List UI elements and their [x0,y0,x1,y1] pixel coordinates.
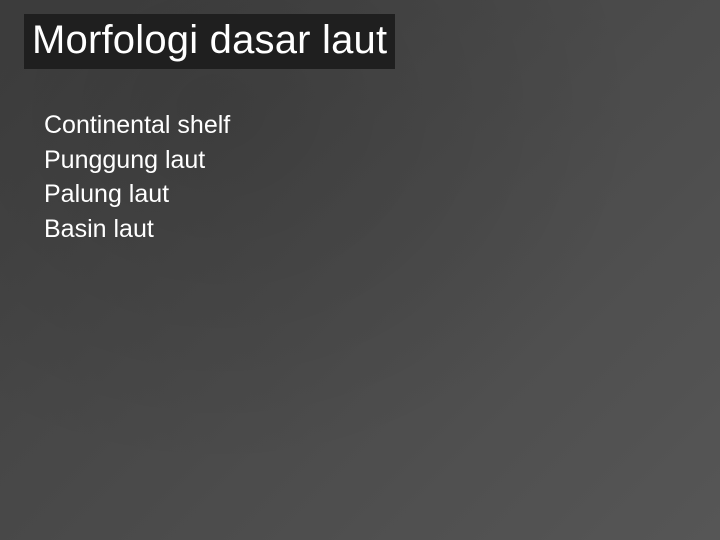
list-item: Basin laut [44,212,676,247]
title-container: Morfologi dasar laut [24,14,696,69]
slide: Morfologi dasar laut Continental shelf P… [0,0,720,540]
list-item: Palung laut [44,177,676,212]
list-item: Continental shelf [44,108,676,143]
list-item: Punggung laut [44,143,676,178]
slide-title: Morfologi dasar laut [24,14,395,69]
slide-body: Continental shelf Punggung laut Palung l… [44,108,676,246]
